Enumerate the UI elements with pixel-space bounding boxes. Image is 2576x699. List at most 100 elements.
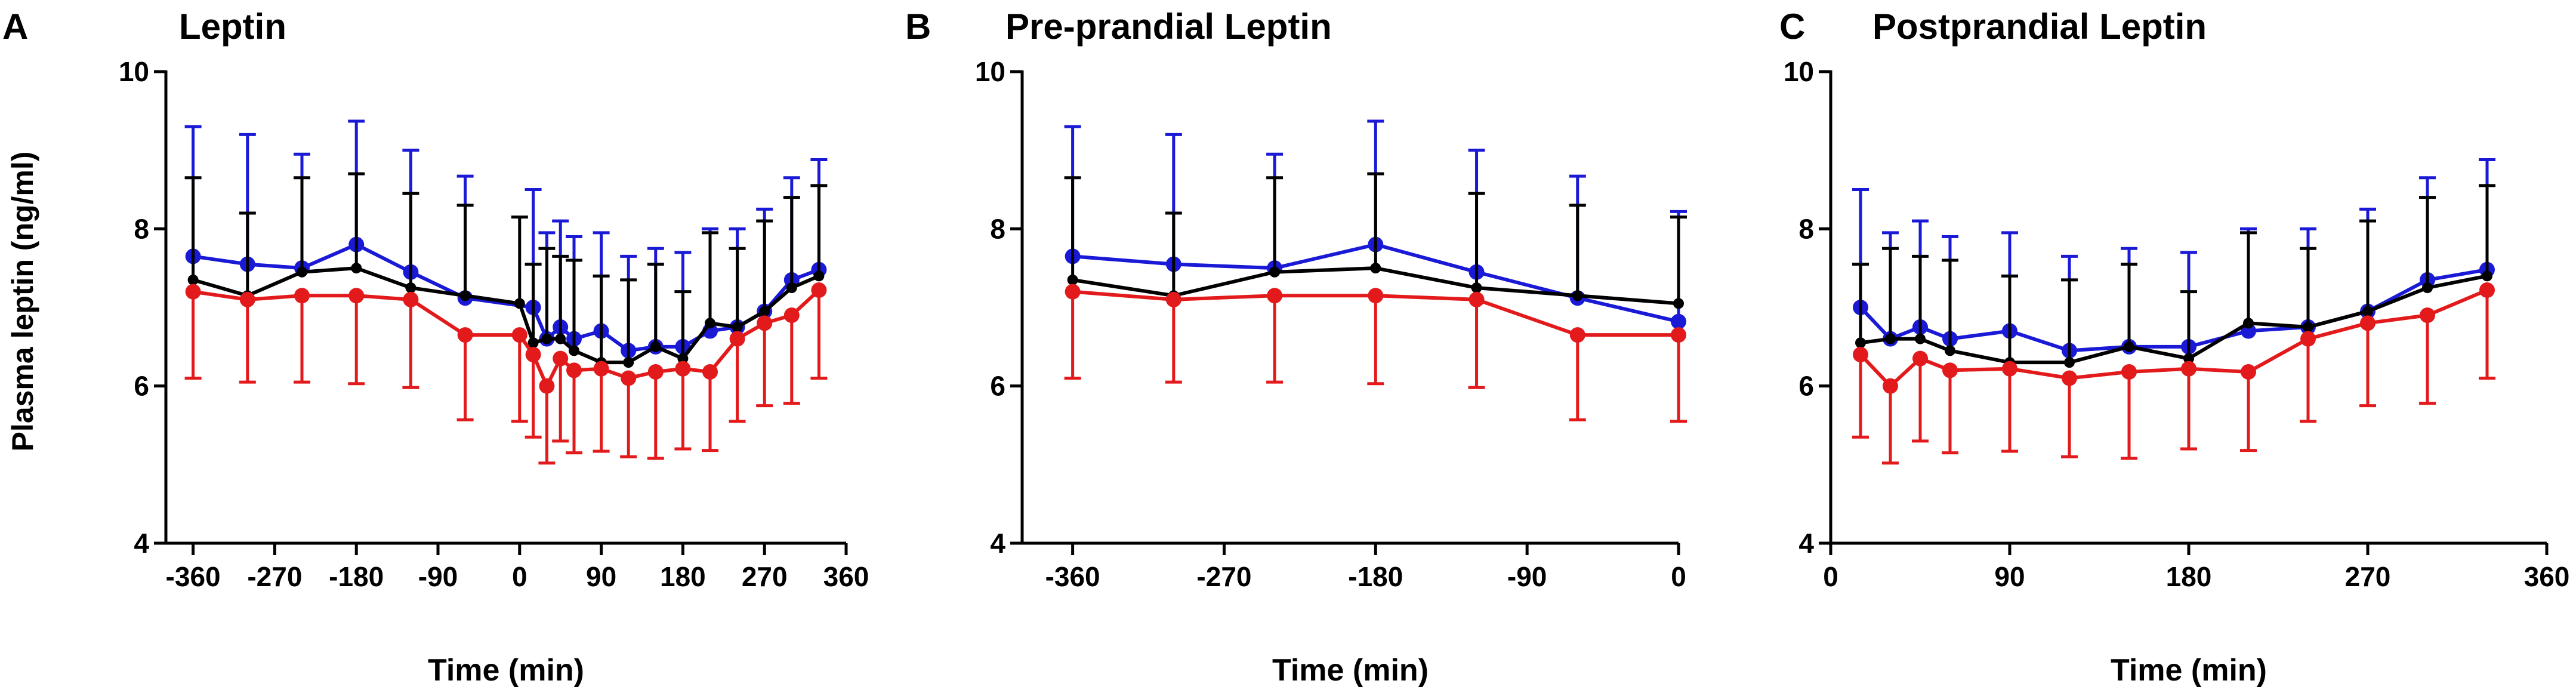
y-tick-label: 4 <box>990 528 1005 559</box>
data-point-black <box>650 341 661 352</box>
data-point-red <box>702 364 718 380</box>
panel-title: Pre-prandial Leptin <box>1005 7 1332 47</box>
x-tick-label: -270 <box>247 561 302 592</box>
data-point-black <box>2482 270 2492 282</box>
data-point-black <box>1269 266 1281 278</box>
data-point-red <box>811 282 827 298</box>
data-point-black <box>297 266 307 278</box>
x-tick-label: 90 <box>586 561 616 592</box>
data-point-black <box>1855 337 1866 349</box>
data-point-black <box>759 306 770 317</box>
data-point-red <box>2002 361 2017 377</box>
data-point-red <box>2062 370 2077 386</box>
data-point-black <box>527 337 539 349</box>
x-tick-label: -270 <box>1196 561 1251 592</box>
series-blue <box>184 119 828 359</box>
panels: A Leptin 4 6 8 10 -360 -270 -180 -90 0 90 180 270 360 T… <box>2 7 2569 688</box>
data-point-black <box>2362 306 2373 317</box>
x-axis-label: Time (min) <box>428 653 584 688</box>
data-point-red <box>553 350 569 367</box>
data-point-red <box>2479 282 2495 298</box>
data-point-red <box>2181 361 2196 377</box>
data-point-black <box>187 274 199 285</box>
data-point-black <box>1370 263 1381 274</box>
data-point-blue <box>1671 313 1686 330</box>
panel-letter: C <box>1779 7 1805 47</box>
panel-letter: B <box>905 7 931 47</box>
y-tick-label: 8 <box>134 213 149 244</box>
data-point-black <box>2124 341 2134 352</box>
data-point-red <box>1569 327 1585 343</box>
error-bars-black <box>1852 184 2495 363</box>
panel-B: B Pre-prandial Leptin 4 6 8 10 -360 -270 -180 -90… <box>905 7 1687 688</box>
data-point-red <box>1165 291 1181 307</box>
y-tick-label: 10 <box>119 56 149 87</box>
data-point-black <box>555 333 566 344</box>
series-red <box>184 282 828 465</box>
x-tick-label: 180 <box>2166 561 2212 592</box>
data-point-black <box>623 357 634 368</box>
series-line-black <box>192 266 820 365</box>
data-point-red <box>675 361 691 377</box>
x-tick-label: -180 <box>1348 561 1403 592</box>
error-bars-red <box>1064 291 1687 423</box>
data-point-red <box>348 288 365 304</box>
data-point-red <box>593 361 609 377</box>
x-tick-label: 270 <box>742 561 788 592</box>
x-tick-label: -360 <box>166 561 221 592</box>
series-red <box>1852 282 2495 465</box>
data-point-red <box>1065 284 1081 300</box>
panel-C: C Postprandial Leptin 4 6 8 10 0 90 180 270 360 Tim… <box>1779 7 2569 688</box>
data-point-red <box>239 291 255 307</box>
x-tick-label: 0 <box>1671 561 1686 592</box>
data-point-red <box>403 291 419 307</box>
x-tick-label: -90 <box>1507 561 1547 592</box>
data-point-black <box>786 282 797 294</box>
data-point-red <box>2360 315 2376 331</box>
data-point-red <box>511 327 527 343</box>
x-tick-label: 180 <box>660 561 706 592</box>
data-point-black <box>677 353 689 364</box>
data-point-red <box>1671 327 1686 343</box>
y-tick-label: 4 <box>134 528 149 559</box>
y-tick-label: 8 <box>990 213 1005 244</box>
data-point-red <box>647 364 664 380</box>
data-point-red <box>729 331 745 347</box>
series-red <box>1064 284 1687 423</box>
data-point-black <box>1915 333 1926 344</box>
data-point-black <box>813 270 825 282</box>
data-point-black <box>1067 274 1078 285</box>
data-point-red <box>1942 362 1958 378</box>
error-bars-red <box>184 290 828 465</box>
data-point-black <box>1885 333 1896 344</box>
y-tick-label: 6 <box>1798 371 1814 402</box>
x-tick-label: 360 <box>2524 561 2570 592</box>
series-black <box>184 172 828 368</box>
data-point-black <box>541 333 553 344</box>
data-point-red <box>1368 288 1384 304</box>
x-axis-label: Time (min) <box>1272 653 1429 688</box>
error-bars-red <box>1852 290 2495 465</box>
panel-A: A Leptin 4 6 8 10 -360 -270 -180 -90 0 90 180 270 360 T… <box>2 7 869 688</box>
panel-title: Postprandial Leptin <box>1872 7 2207 47</box>
x-axis-label: Time (min) <box>2111 653 2267 688</box>
data-point-red <box>1883 378 1898 394</box>
data-point-black <box>1572 290 1583 301</box>
data-point-black <box>705 318 715 329</box>
data-point-red <box>539 378 555 394</box>
data-point-red <box>757 315 773 331</box>
data-point-red <box>2300 331 2316 347</box>
data-point-red <box>1267 288 1283 304</box>
data-point-black <box>1673 298 1684 309</box>
data-point-black <box>514 298 525 309</box>
x-tick-label: 270 <box>2345 561 2391 592</box>
data-point-black <box>2422 282 2433 294</box>
y-tick-label: 10 <box>975 56 1005 87</box>
data-point-black <box>1945 345 1955 356</box>
data-point-red <box>2420 307 2435 324</box>
data-point-red <box>185 284 201 300</box>
data-point-black <box>732 321 743 332</box>
data-point-red <box>783 307 800 324</box>
data-point-black <box>459 290 471 301</box>
